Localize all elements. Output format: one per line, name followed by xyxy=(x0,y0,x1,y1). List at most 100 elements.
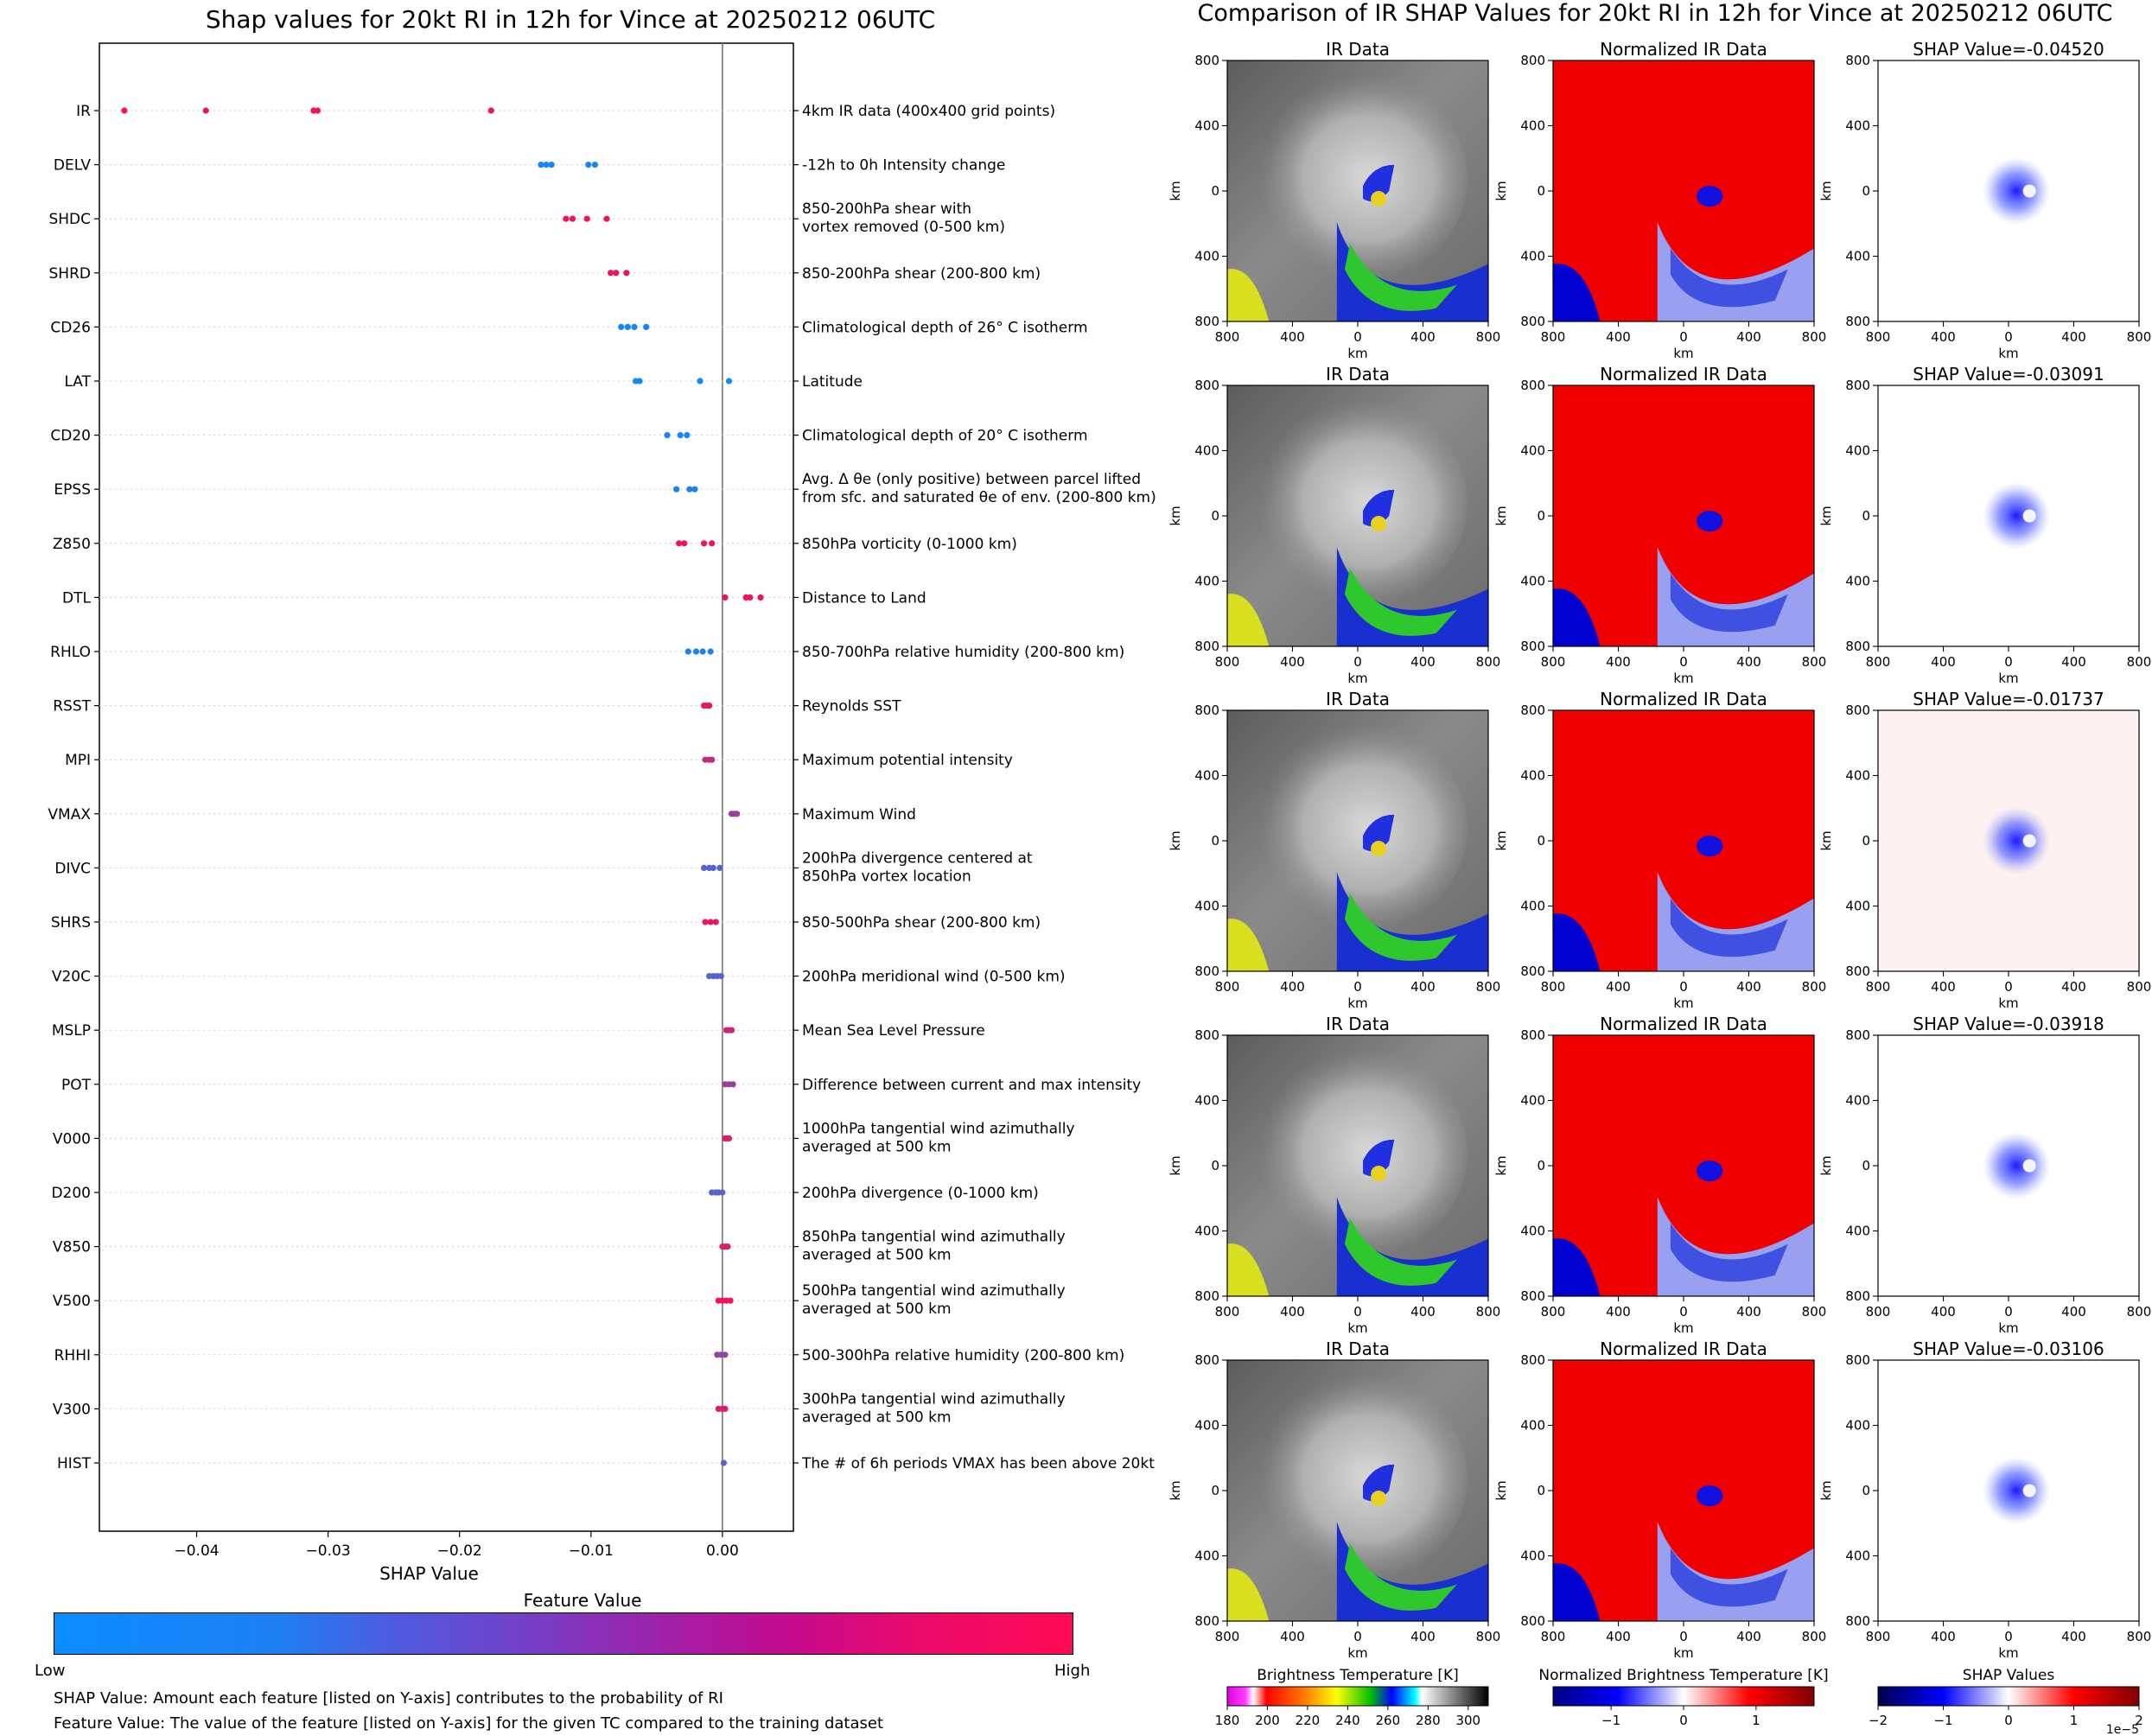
shap-point xyxy=(636,378,643,385)
shap-point xyxy=(643,323,650,330)
shap-value-note: SHAP Value: Amount each feature [listed … xyxy=(54,1689,723,1707)
shap-eye xyxy=(2022,1159,2036,1173)
shap-point xyxy=(707,919,714,925)
shap-summary-chart: IR 4km IR data (400x400 grid points) DELV -… xyxy=(48,42,1156,1584)
shap-point xyxy=(707,648,714,655)
y-tick-label: 800 xyxy=(1520,1288,1545,1304)
x-tick-label: 0 xyxy=(2004,1629,2013,1644)
feature-description: 850-200hPa shear (200-800 km) xyxy=(802,265,1041,283)
x-tick-label: 400 xyxy=(1931,654,1956,670)
x-tick-label: 800 xyxy=(1476,1629,1501,1644)
feature-name: D200 xyxy=(51,1185,91,1202)
colorbar xyxy=(1877,1686,2140,1707)
shap-eye xyxy=(2022,834,2036,848)
feature-name: VMAX xyxy=(48,806,91,823)
colorbar-tick-label: 240 xyxy=(1335,1713,1360,1728)
y-tick-label: 800 xyxy=(1520,639,1545,654)
x-tick-label: 400 xyxy=(1606,1629,1631,1644)
panel-title-shap: SHAP Value=-0.04520 xyxy=(1913,39,2104,60)
y-tick-label: 400 xyxy=(1845,118,1870,134)
shap-point xyxy=(692,648,700,655)
x-tick-label: 400 xyxy=(1410,1304,1436,1319)
feature-description: 300hPa tangential wind azimuthally xyxy=(802,1390,1066,1408)
panel-title-normalized: Normalized IR Data xyxy=(1600,364,1767,385)
y-tick-label: 800 xyxy=(1845,53,1870,68)
y-tick-label: 400 xyxy=(1194,899,1219,914)
y-tick-label: 400 xyxy=(1520,768,1545,784)
shap-point xyxy=(664,432,671,439)
y-tick-label: 800 xyxy=(1520,53,1545,68)
x-tick-label: 0 xyxy=(1679,1629,1688,1644)
feature-description: 850hPa tangential wind azimuthally xyxy=(802,1229,1066,1246)
shap-point xyxy=(624,323,631,330)
colorbar-tick-label: 2 xyxy=(2135,1713,2143,1728)
y-tick-label: 400 xyxy=(1194,1418,1219,1434)
shap-point xyxy=(618,323,625,330)
shap-point xyxy=(548,162,555,169)
y-axis-label: km xyxy=(1818,506,1834,525)
x-axis-label: km xyxy=(1673,1320,1693,1336)
x-tick-label: 800 xyxy=(1802,1629,1827,1644)
feature-name: RSST xyxy=(53,698,91,715)
ir-rainband-green xyxy=(1344,1542,1457,1611)
shap-point xyxy=(623,270,630,277)
y-tick-label: 800 xyxy=(1194,378,1219,393)
x-tick-label: 0 xyxy=(2004,654,2013,670)
shap-point xyxy=(706,703,713,709)
y-tick-label: 0 xyxy=(1537,1158,1545,1173)
x-tick-label: 400 xyxy=(1606,979,1631,995)
panel-title-shap: SHAP Value=-0.01737 xyxy=(1913,689,2104,709)
y-axis-label: km xyxy=(1493,506,1509,525)
colorbar-tick-label: 0 xyxy=(2004,1713,2013,1728)
shap-point xyxy=(608,270,614,277)
feature-name: SHRD xyxy=(49,265,91,283)
x-tick-label: 400 xyxy=(1410,979,1436,995)
x-tick-label: 800 xyxy=(1476,979,1501,995)
x-tick-label: 800 xyxy=(1802,329,1827,345)
y-tick-label: 800 xyxy=(1194,1613,1219,1629)
shap-point xyxy=(538,162,544,169)
panel-title-ir: IR Data xyxy=(1326,689,1390,709)
feature-description: 500-300hPa relative humidity (200-800 km… xyxy=(802,1347,1124,1364)
y-tick-label: 400 xyxy=(1845,574,1870,589)
feature-description: Latitude xyxy=(802,373,863,391)
x-tick-label: 800 xyxy=(2127,979,2152,995)
y-axis-label: km xyxy=(1818,830,1834,850)
y-tick-label: 400 xyxy=(1194,574,1219,589)
y-tick-label: 0 xyxy=(1537,1483,1545,1498)
colorbar-tick-label: 1 xyxy=(1752,1713,1760,1728)
feature-name: RHLO xyxy=(50,644,91,661)
ir-cloud-swirl xyxy=(1248,1373,1468,1582)
ir-rainband-green xyxy=(1344,893,1457,961)
colorbar-tick-label: 280 xyxy=(1416,1713,1441,1728)
norm-rainband-core xyxy=(1670,248,1788,308)
shap-point xyxy=(725,1135,733,1141)
y-tick-label: 0 xyxy=(1211,833,1219,849)
norm-land-corner xyxy=(1553,913,1601,971)
y-axis-label: km xyxy=(1493,181,1509,200)
x-tick-label: 800 xyxy=(1215,1629,1240,1644)
colorbar-high-label: High xyxy=(1054,1662,1091,1680)
x-tick-label: 0 xyxy=(2004,329,2013,345)
shap-point xyxy=(700,864,708,872)
x-tick-label: 800 xyxy=(1215,979,1240,995)
panel-title-shap: SHAP Value=-0.03091 xyxy=(1913,364,2104,385)
feature-description: 200hPa divergence centered at xyxy=(802,849,1033,867)
feature-description: 200hPa meridional wind (0-500 km) xyxy=(802,969,1066,986)
shap-point xyxy=(716,864,723,872)
ir-core xyxy=(1371,841,1387,857)
shap-point xyxy=(712,919,719,925)
x-tick-label: 800 xyxy=(1541,1304,1566,1319)
feature-description: Distance to Land xyxy=(802,589,926,607)
x-tick-label: 800 xyxy=(2127,1304,2152,1319)
y-tick-label: 800 xyxy=(1194,1288,1219,1304)
x-tick-label: 0 xyxy=(1679,1304,1688,1319)
feature-name: MPI xyxy=(65,752,91,769)
shap-point xyxy=(697,378,704,385)
ir-land-corner xyxy=(1227,1568,1270,1621)
y-tick-label: 800 xyxy=(1520,963,1545,979)
y-tick-label: 0 xyxy=(1862,508,1870,524)
feature-name: LAT xyxy=(64,373,91,391)
x-axis-label: km xyxy=(1347,1645,1367,1661)
feature-description: 850-200hPa shear with xyxy=(802,200,971,218)
